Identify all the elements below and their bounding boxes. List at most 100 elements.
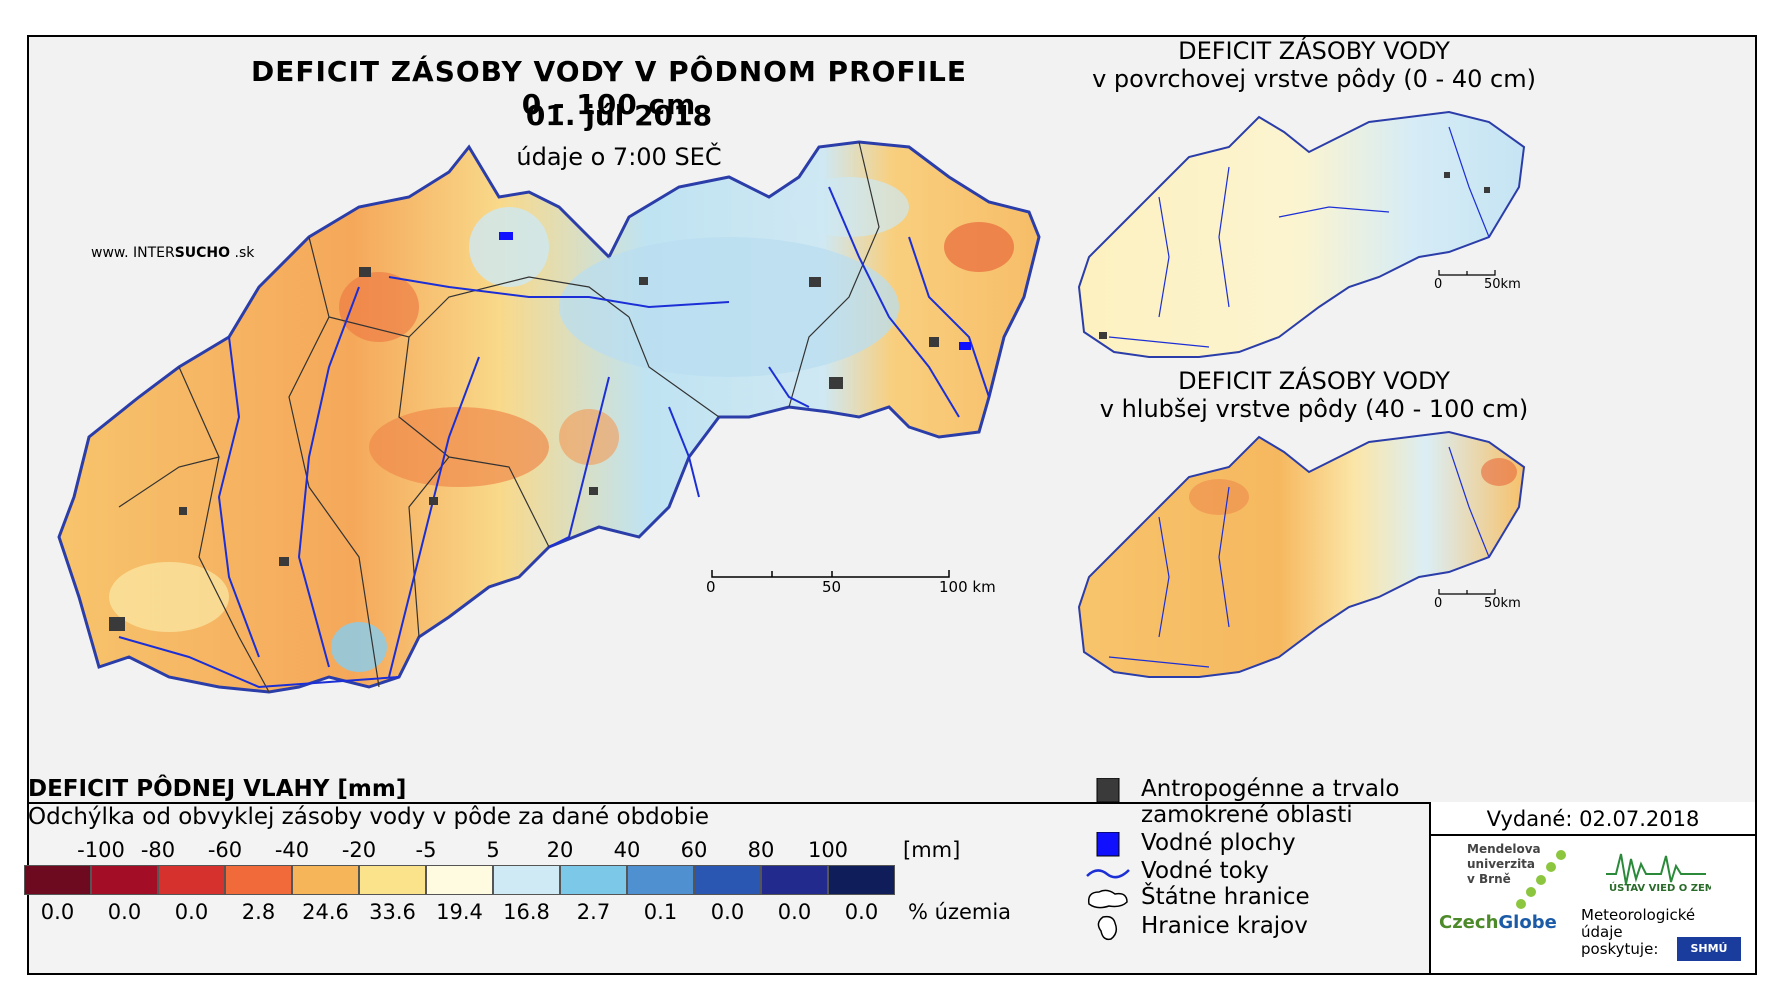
legend-swatch xyxy=(560,865,627,895)
key-water-bodies-label: Vodné plochy xyxy=(1141,830,1296,856)
legend-swatch xyxy=(359,865,426,895)
legend-unit: [mm] xyxy=(903,838,961,862)
inset-topsoil-urban xyxy=(1099,172,1490,339)
region-borders xyxy=(118,141,880,693)
legend-break-label: 20 xyxy=(546,838,574,862)
water-body xyxy=(499,232,513,240)
legend-percent-value: 19.4 xyxy=(436,900,483,924)
legend-percent-value: 16.8 xyxy=(503,900,550,924)
main-scale-label-100: 100 km xyxy=(939,578,996,596)
key-water-bodies: Vodné plochy xyxy=(1085,830,1415,858)
mild-patch xyxy=(109,562,229,632)
legend-percent-value: 0.0 xyxy=(844,900,879,924)
legend-break-label: -60 xyxy=(207,838,243,862)
inset-deep-scale-0: 0 xyxy=(1434,596,1443,611)
legend-percent-value: 0.0 xyxy=(777,900,812,924)
inset-deep-patch xyxy=(1481,458,1517,486)
legend-percent-value: 0.0 xyxy=(710,900,745,924)
dark-square-icon xyxy=(1096,778,1120,803)
legend-swatch xyxy=(828,865,895,895)
legend-swatch xyxy=(225,865,292,895)
earth-science-institute-logo: ÚSTAV VIED O ZEMI xyxy=(1606,853,1711,894)
map-title: DEFICIT ZÁSOBY VODY V PÔDNOM PROFILE 0 -… xyxy=(251,55,967,121)
inset-topsoil-scale-0: 0 xyxy=(1434,277,1443,292)
inset-deep-scale-50: 50km xyxy=(1484,596,1521,611)
inset-deep-title-line2: v hlubšej vrstve pôdy (40 - 100 cm) xyxy=(1099,395,1529,423)
inset-topsoil-title-line1: DEFICIT ZÁSOBY VODY xyxy=(1178,37,1450,65)
legend-break-label: -40 xyxy=(274,838,310,862)
inset-deep-patch xyxy=(1189,479,1249,515)
legend-swatch xyxy=(627,865,694,895)
legend-percent-value: 2.7 xyxy=(576,900,611,924)
legend-break-label: 40 xyxy=(613,838,641,862)
key-anthropogenic-label-line2: zamokrené oblasti xyxy=(1141,802,1353,828)
legend-break-label: -80 xyxy=(140,838,176,862)
map-panel: DEFICIT ZÁSOBY VODY V PÔDNOM PROFILE 0 -… xyxy=(29,37,1755,804)
legend-swatch xyxy=(493,865,560,895)
legend-percent-value: 33.6 xyxy=(369,900,416,924)
legend-break-label: 5 xyxy=(486,838,500,862)
surplus-patch xyxy=(469,207,549,287)
meteo-line2: údaje xyxy=(1581,923,1623,941)
inset-map-topsoil xyxy=(1077,110,1526,358)
map-graphics xyxy=(57,110,1526,694)
shmu-logo: SHMÚ xyxy=(1677,937,1741,961)
legend-percent-unit: % územia xyxy=(908,900,1012,924)
website-prefix: www. INTER xyxy=(91,245,175,261)
meteo-line3: poskytuje: xyxy=(1581,940,1659,958)
legend-percent-value: 0.1 xyxy=(643,900,678,924)
slovakia-inset-deep-shape xyxy=(1077,430,1526,678)
main-scale-bar xyxy=(711,570,950,578)
legend-percent-values: 0.0 0.0 0.0 2.8 24.6 33.6 19.4 16.8 2.7 0.1 0.0 0.0… xyxy=(24,900,895,924)
inset-map-deep xyxy=(1077,430,1526,678)
inset-topsoil-title-line2: v povrchovej vrstve pôdy (0 - 40 cm) xyxy=(1092,65,1536,93)
legend-swatch xyxy=(761,865,828,895)
deficit-patch xyxy=(369,407,549,487)
legend-swatch xyxy=(694,865,761,895)
key-region-border-label: Hranice krajov xyxy=(1141,913,1308,939)
inset-topsoil-scale-bar xyxy=(1438,270,1496,276)
deficit-patch xyxy=(944,222,1014,272)
legend-swatch xyxy=(91,865,158,895)
water-body xyxy=(959,342,971,350)
legend-subtitle: Odchýlka od obvyklej zásoby vody v pôde … xyxy=(28,804,709,830)
state-border-icon xyxy=(1087,889,1128,909)
key-state-border-label: Štátne hranice xyxy=(1141,884,1310,910)
legend-swatch xyxy=(24,865,91,895)
legend-swatch xyxy=(292,865,359,895)
inset-deep-title: DEFICIT ZÁSOBY VODY v hlubšej vrstve pôd… xyxy=(1089,367,1539,423)
mendel-line3: v Brně xyxy=(1467,872,1511,886)
legend-break-label: -100 xyxy=(77,838,125,862)
inset-deep-rivers xyxy=(1108,446,1490,668)
issued-date: Vydané: 02.07.2018 xyxy=(1431,802,1755,836)
key-anthropogenic-label-line1: Antropogénne a trvalo xyxy=(1141,776,1400,802)
deficit-patch xyxy=(559,409,619,465)
legend-class-breaks: -100 -80 -60 -40 -20 -5 5 20 40 60 80 100 xyxy=(52,838,952,868)
key-region-border: Hranice krajov xyxy=(1085,913,1415,941)
main-scale-label-0: 0 xyxy=(706,578,716,596)
inset-topsoil-rivers xyxy=(1108,126,1490,348)
legend-break-label: 60 xyxy=(680,838,708,862)
website-brand: SUCHO xyxy=(174,245,231,261)
map-subtitle: údaje o 7:00 SEČ xyxy=(516,143,722,171)
mendel-line1: Mendelova xyxy=(1467,842,1541,856)
meteo-line1: Meteorologické xyxy=(1581,906,1696,924)
info-box: Vydané: 02.07.2018 Mendelova univerzita … xyxy=(1429,802,1755,973)
inset-deep-scale-bar xyxy=(1438,589,1496,595)
surplus-patch xyxy=(789,177,909,237)
website-link[interactable]: www. INTERSUCHO .sk xyxy=(91,245,254,261)
czechglobe-b: Globe xyxy=(1498,912,1557,933)
urban-areas xyxy=(109,267,939,631)
key-rivers: Vodné toky xyxy=(1085,858,1415,886)
legend-break-label: 80 xyxy=(747,838,775,862)
key-state-border: Štátne hranice xyxy=(1085,884,1415,912)
mendel-university-logo: Mendelova univerzita v Brně xyxy=(1467,842,1557,887)
surplus-patch xyxy=(559,237,899,377)
legend-break-label: -5 xyxy=(415,838,437,862)
map-sheet: DEFICIT ZÁSOBY VODY V PÔDNOM PROFILE 0 -… xyxy=(27,35,1757,975)
legend-title: DEFICIT PÔDNEJ VLAHY [mm] xyxy=(28,776,407,802)
meteo-provider-text: Meteorologické údaje poskytuje: xyxy=(1581,907,1701,958)
uvoz-label: ÚSTAV VIED O ZEMI xyxy=(1609,881,1711,894)
surplus-patch xyxy=(331,622,387,672)
inset-topsoil-scale-50: 50km xyxy=(1484,277,1521,292)
